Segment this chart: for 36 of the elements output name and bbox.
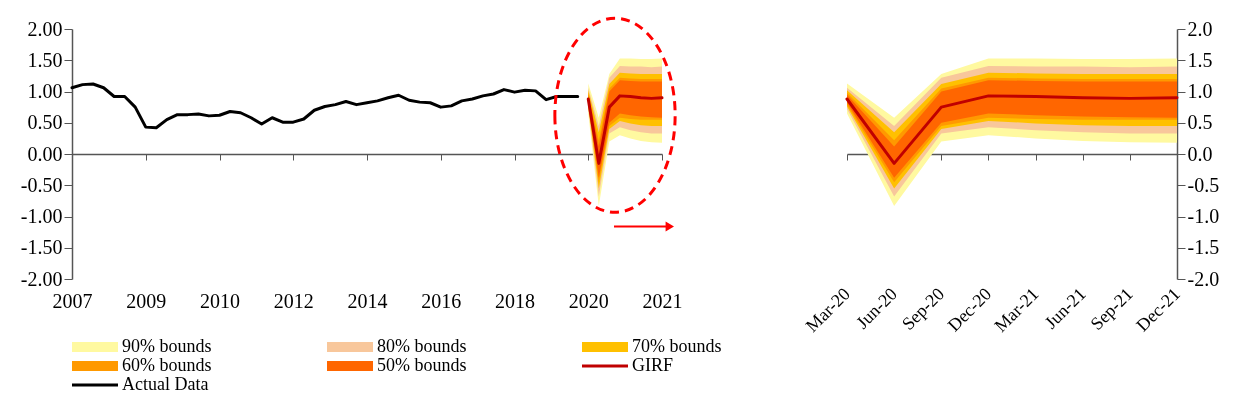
legend-label: 70% bounds	[632, 336, 722, 356]
y-tick-label: -0.5	[1187, 173, 1220, 196]
y-tick-label: 2.00	[27, 17, 63, 40]
y-tick-label: 0.5	[1187, 111, 1213, 134]
legend-label: 90% bounds	[122, 336, 212, 356]
x-tick-label: 2010	[200, 289, 240, 312]
x-tick-label: 2009	[126, 289, 167, 312]
x-tick-label: 2014	[347, 289, 388, 312]
y-tick-label: -1.0	[1187, 205, 1220, 227]
y-tick-label: 1.50	[27, 48, 63, 71]
legend-label: GIRF	[632, 355, 674, 375]
y-tick-label: 1.0	[1187, 80, 1213, 102]
x-tick-label: 2016	[421, 289, 462, 312]
x-tick-label: 2020	[568, 289, 609, 312]
y-tick-label: -2.0	[1187, 267, 1220, 290]
line-series	[70, 82, 580, 130]
x-tick-label: 2012	[273, 289, 314, 312]
legend-label: Actual Data	[122, 374, 209, 394]
y-tick-label: 1.00	[27, 80, 63, 102]
y-tick-label: 1.5	[1187, 48, 1213, 71]
legend-label: 60% bounds	[122, 355, 212, 375]
y-tick-label: -2.00	[20, 267, 63, 290]
legend-label: 50% bounds	[377, 355, 467, 375]
y-tick-label: -0.50	[20, 173, 63, 196]
y-tick-label: -1.00	[20, 205, 63, 227]
x-tick-label: 2018	[495, 289, 535, 312]
y-tick-label: 2.0	[1187, 17, 1213, 40]
legend-label: 80% bounds	[377, 336, 467, 356]
line-series	[586, 94, 664, 165]
x-tick-label: 2007	[52, 289, 93, 312]
y-tick-label: -1.50	[20, 236, 63, 259]
y-tick-label: 0.00	[27, 142, 63, 165]
y-tick-label: 0.50	[27, 111, 63, 134]
x-tick-label: 2021	[642, 289, 683, 312]
y-tick-label: -1.5	[1187, 236, 1220, 259]
y-tick-label: 0.0	[1187, 142, 1213, 165]
